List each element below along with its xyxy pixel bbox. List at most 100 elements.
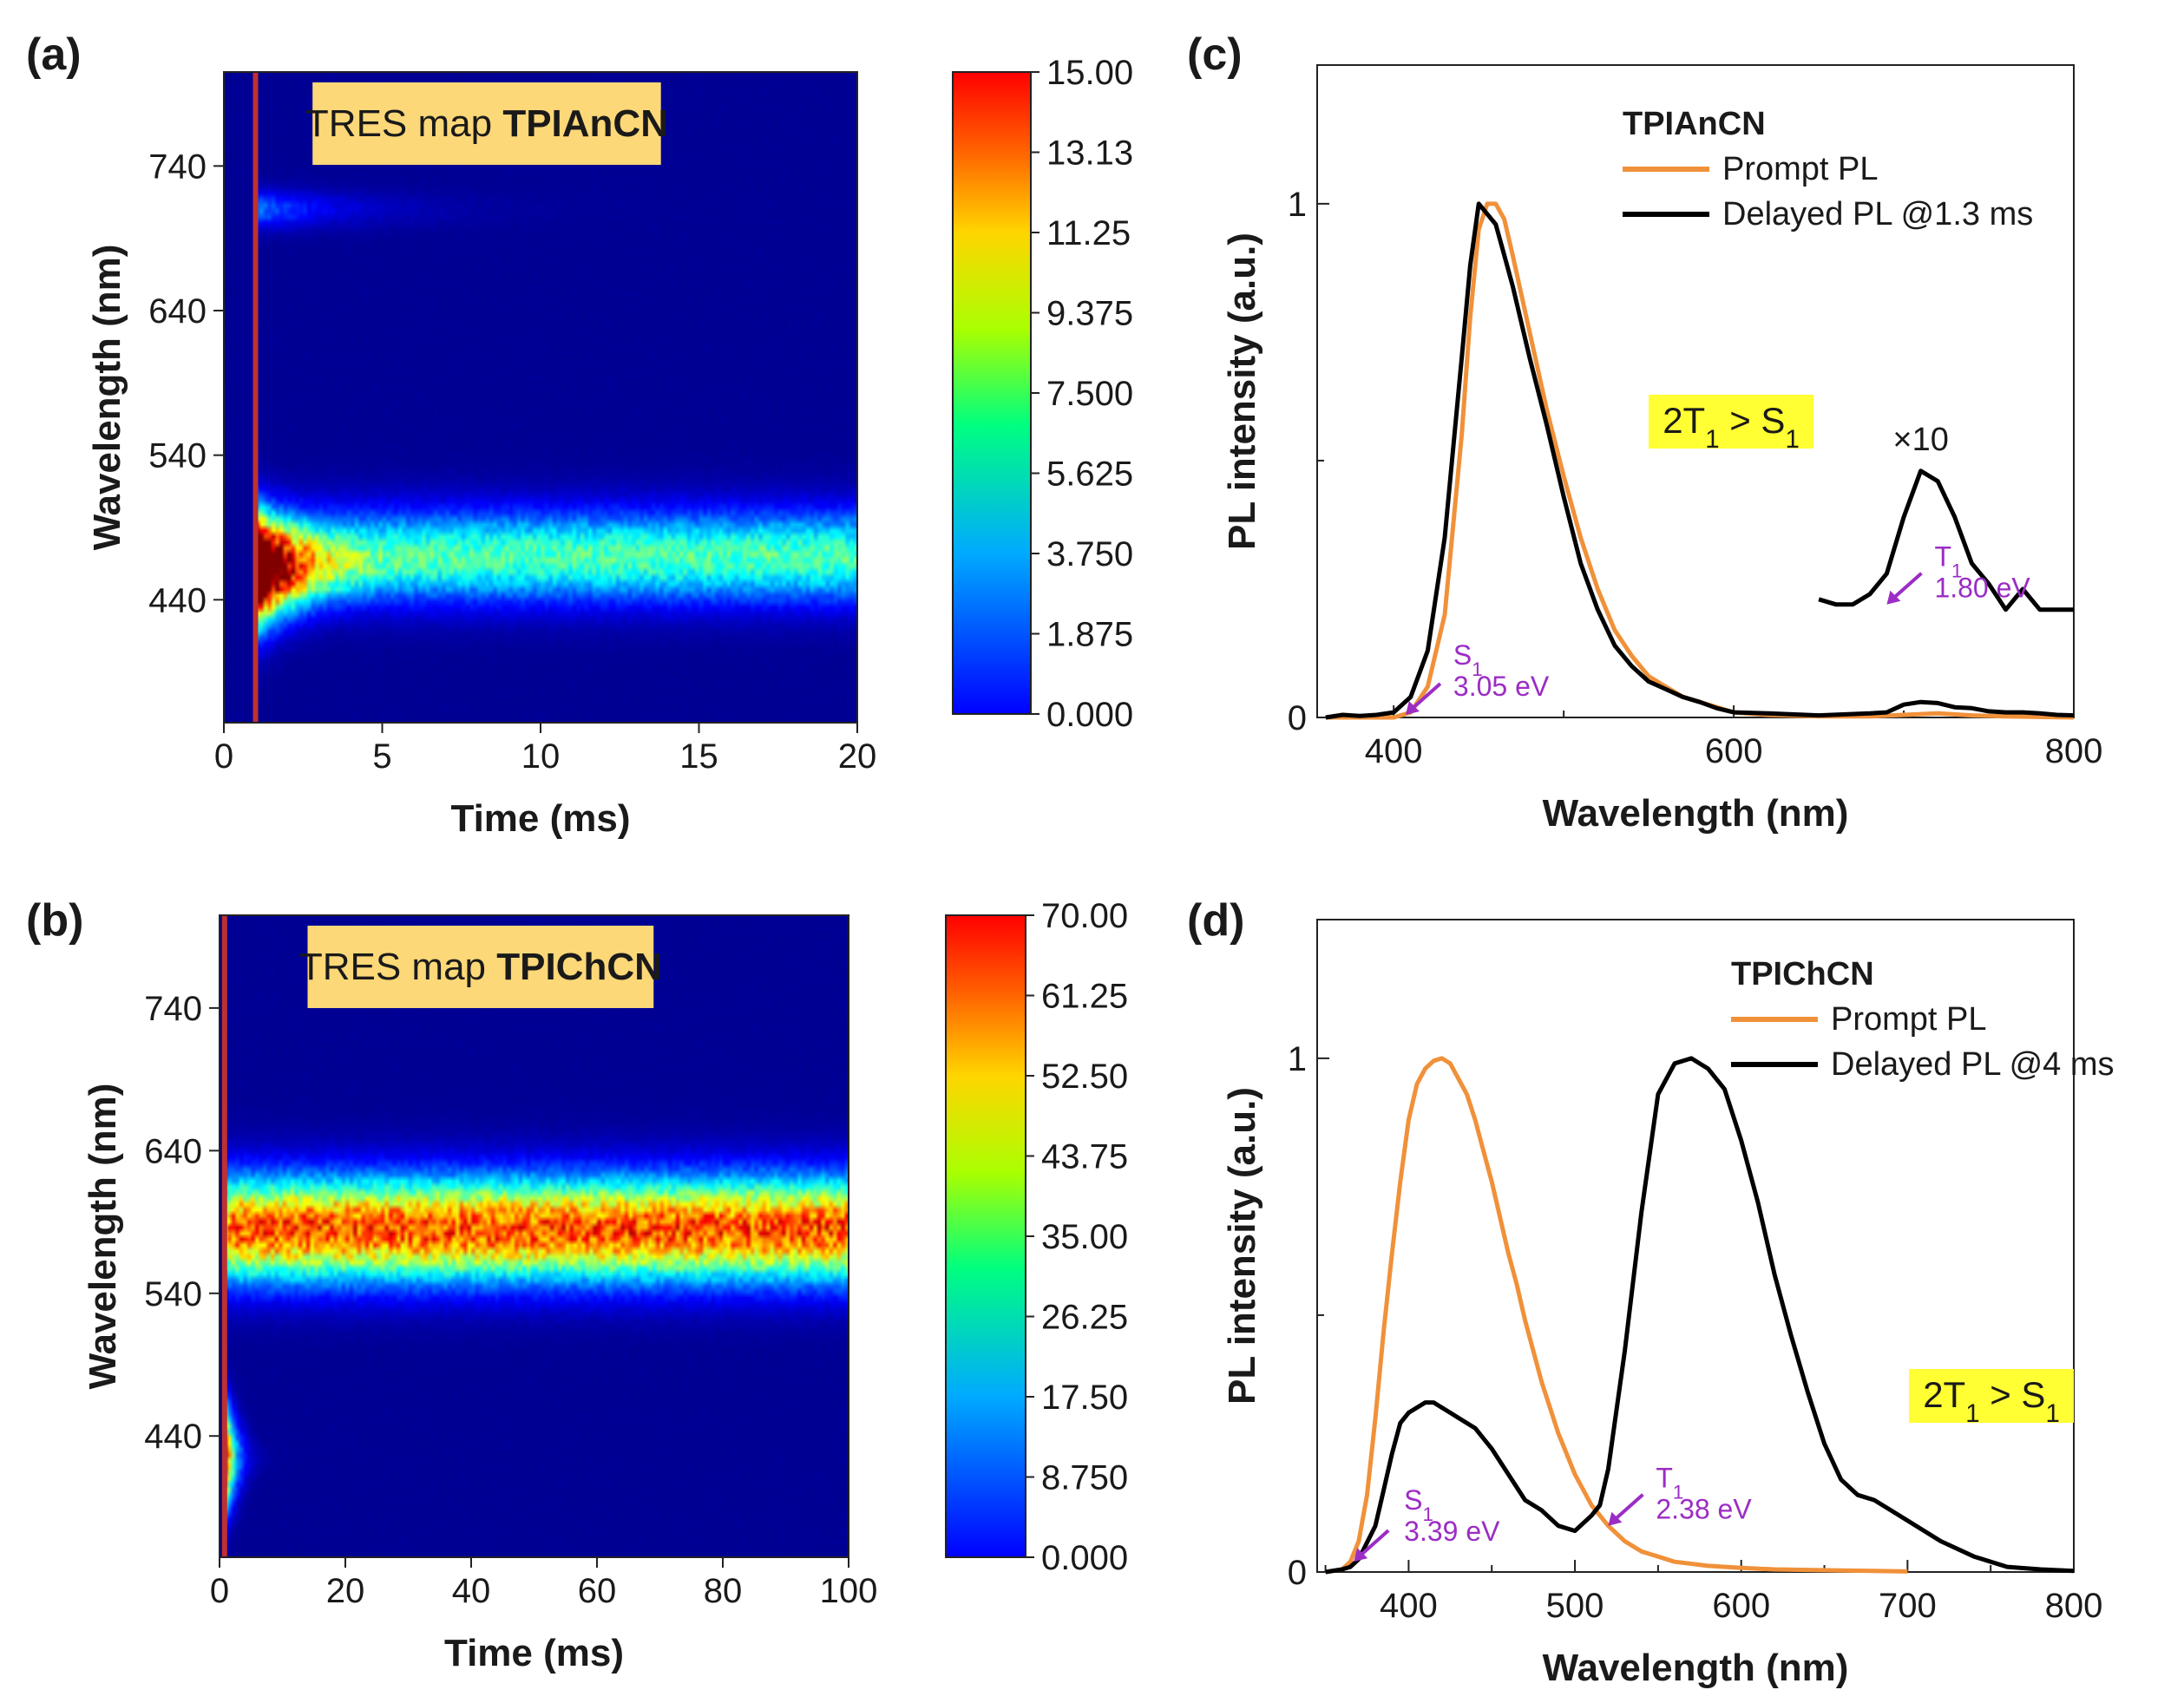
tres-label-box	[312, 82, 661, 165]
annotation-energy: 3.05 eV	[1453, 671, 1550, 702]
colorbar-tick-label: 0.000	[1046, 696, 1133, 734]
panel-label: (a)	[26, 29, 82, 80]
colorbar	[945, 914, 1026, 1558]
x-tick-label: 800	[2045, 732, 2103, 770]
tres-label-part: TRES map	[305, 102, 502, 145]
annotation-state: T1	[1934, 541, 1962, 582]
x-tick-label: 400	[1365, 732, 1423, 770]
y-axis-label: PL intensity (a.u.)	[1221, 233, 1263, 550]
y-tick-label: 540	[148, 437, 207, 475]
colorbar-tick-label: 3.750	[1046, 535, 1133, 573]
panel-a: 0 5 10 15 20 440 540 640 740 Time (ms) Wavelength …	[26, 29, 1133, 840]
inequality-label-part: 1	[1965, 1399, 1979, 1428]
y-tick-label: 440	[144, 1418, 202, 1456]
y-tick-label: 1	[1288, 186, 1307, 224]
x-tick-label: 400	[1380, 1587, 1438, 1625]
legend-label: Prompt PL	[1722, 151, 1879, 187]
annotation-arrowhead	[1886, 590, 1901, 605]
colorbar-tick-label: 8.750	[1041, 1459, 1128, 1497]
panel-c: 400 600 800 0 1 Wavelength (nm) PL intensity (…	[1187, 29, 2102, 835]
colorbar-tick-label: 52.50	[1041, 1058, 1128, 1096]
x-tick-label: 700	[1879, 1587, 1937, 1625]
colorbar-tick-label: 35.00	[1041, 1218, 1128, 1256]
y-tick-label: 0	[1288, 1554, 1307, 1592]
plot-frame	[1316, 919, 2075, 1573]
tres-label-part: TRES map	[299, 946, 496, 988]
y-tick-label: 640	[144, 1132, 202, 1170]
x-axis-label: Time (ms)	[444, 1632, 624, 1674]
x-tick-label: 60	[578, 1572, 617, 1610]
colorbar	[952, 71, 1032, 715]
y-tick-label: 440	[148, 581, 207, 619]
annotation-arrowhead	[1354, 1548, 1368, 1562]
plot-frame	[1316, 64, 2075, 718]
y-axis-label: PL intensity (a.u.)	[1221, 1087, 1263, 1405]
inequality-label-part: 2T	[1663, 400, 1705, 441]
colorbar-tick-label: 0.000	[1041, 1539, 1128, 1577]
annotation-energy: 1.80 eV	[1934, 573, 2030, 604]
inequality-label-part: > S	[1720, 400, 1786, 441]
x-tick-label: 20	[838, 737, 877, 776]
panel-b: 0 20 40 60 80 100 440 540 640 740 Time (ms) Wavelen…	[26, 895, 1128, 1674]
y-tick-label: 1	[1288, 1040, 1307, 1078]
x-tick-label: 80	[704, 1572, 743, 1610]
inequality-label: 2T1 > S1	[1923, 1374, 2060, 1428]
colorbar-tick-label: 17.50	[1041, 1379, 1128, 1417]
annotation-energy: 3.39 eV	[1404, 1516, 1500, 1547]
y-axis-label: Wavelength (nm)	[82, 1084, 124, 1390]
annotation-state-part: 1	[1673, 1481, 1683, 1503]
tres-label: TRES map TPIAnCN	[305, 102, 668, 145]
y-tick-label: 740	[144, 990, 202, 1028]
annotation-state-part: S	[1453, 639, 1472, 671]
y-tick-label: 0	[1288, 699, 1307, 737]
colorbar-tick-label: 61.25	[1041, 978, 1128, 1016]
x-tick-label: 10	[521, 737, 561, 776]
y-tick-label: 640	[148, 292, 207, 331]
inequality-label-part: 1	[2045, 1399, 2059, 1428]
colorbar-tick-label: 26.25	[1041, 1299, 1128, 1337]
annotation-energy: 2.38 eV	[1656, 1494, 1752, 1525]
annotation-state-part: 1	[1472, 658, 1482, 680]
tres-label: TRES map TPIChCN	[299, 946, 662, 988]
x-tick-label: 0	[214, 737, 233, 776]
x-axis-label: Time (ms)	[450, 797, 630, 840]
legend-title: TPIChCN	[1731, 956, 1874, 992]
series-line-1	[1325, 201, 2075, 720]
x-tick-label: 40	[452, 1572, 491, 1610]
tres-label-part: TPIChCN	[496, 946, 662, 988]
series-line-0	[1325, 201, 2075, 720]
annotation-state-part: T	[1934, 541, 1951, 573]
annotation-state: S1	[1404, 1484, 1433, 1525]
annotation-state-part: 1	[1951, 560, 1962, 581]
annotation-state-part: S	[1404, 1484, 1422, 1516]
x-tick-label: 5	[372, 737, 391, 776]
x-axis-label: Wavelength (nm)	[1543, 792, 1849, 835]
annotation-state: T1	[1656, 1463, 1683, 1503]
annotation-state: S1	[1453, 639, 1483, 680]
heatmap-image	[224, 72, 857, 723]
colorbar-tick-label: 7.500	[1046, 375, 1133, 413]
inset-label: ×10	[1892, 422, 1948, 458]
legend-label: Delayed PL @4 ms	[1831, 1046, 2115, 1083]
legend-title: TPIAnCN	[1623, 106, 1766, 142]
annotation-arrowhead	[1405, 701, 1420, 716]
x-tick-label: 500	[1546, 1587, 1604, 1625]
legend-label: Prompt PL	[1831, 1001, 1987, 1038]
y-tick-label: 740	[148, 147, 207, 186]
inequality-box	[1649, 395, 1813, 449]
colorbar-tick-label: 15.00	[1046, 54, 1133, 92]
inequality-label-part: > S	[1980, 1374, 2046, 1415]
annotation-arrowhead	[1608, 1511, 1623, 1526]
colorbar-tick-label: 1.875	[1046, 616, 1133, 654]
panel-d: 400 500 600 700 800 0 1 Wavelength (nm) PL inten…	[1187, 895, 2115, 1689]
inequality-label-part: 2T	[1923, 1374, 1965, 1415]
y-axis-label: Wavelength (nm)	[86, 245, 128, 551]
colorbar-tick-label: 13.13	[1046, 134, 1133, 173]
colorbar-tick-label: 43.75	[1041, 1138, 1128, 1176]
panel-label: (b)	[26, 895, 83, 946]
panel-label: (c)	[1187, 29, 1243, 80]
colorbar-tick-label: 9.375	[1046, 295, 1133, 333]
legend-label: Delayed PL @1.3 ms	[1722, 196, 2033, 233]
plot-frame	[219, 914, 849, 1558]
